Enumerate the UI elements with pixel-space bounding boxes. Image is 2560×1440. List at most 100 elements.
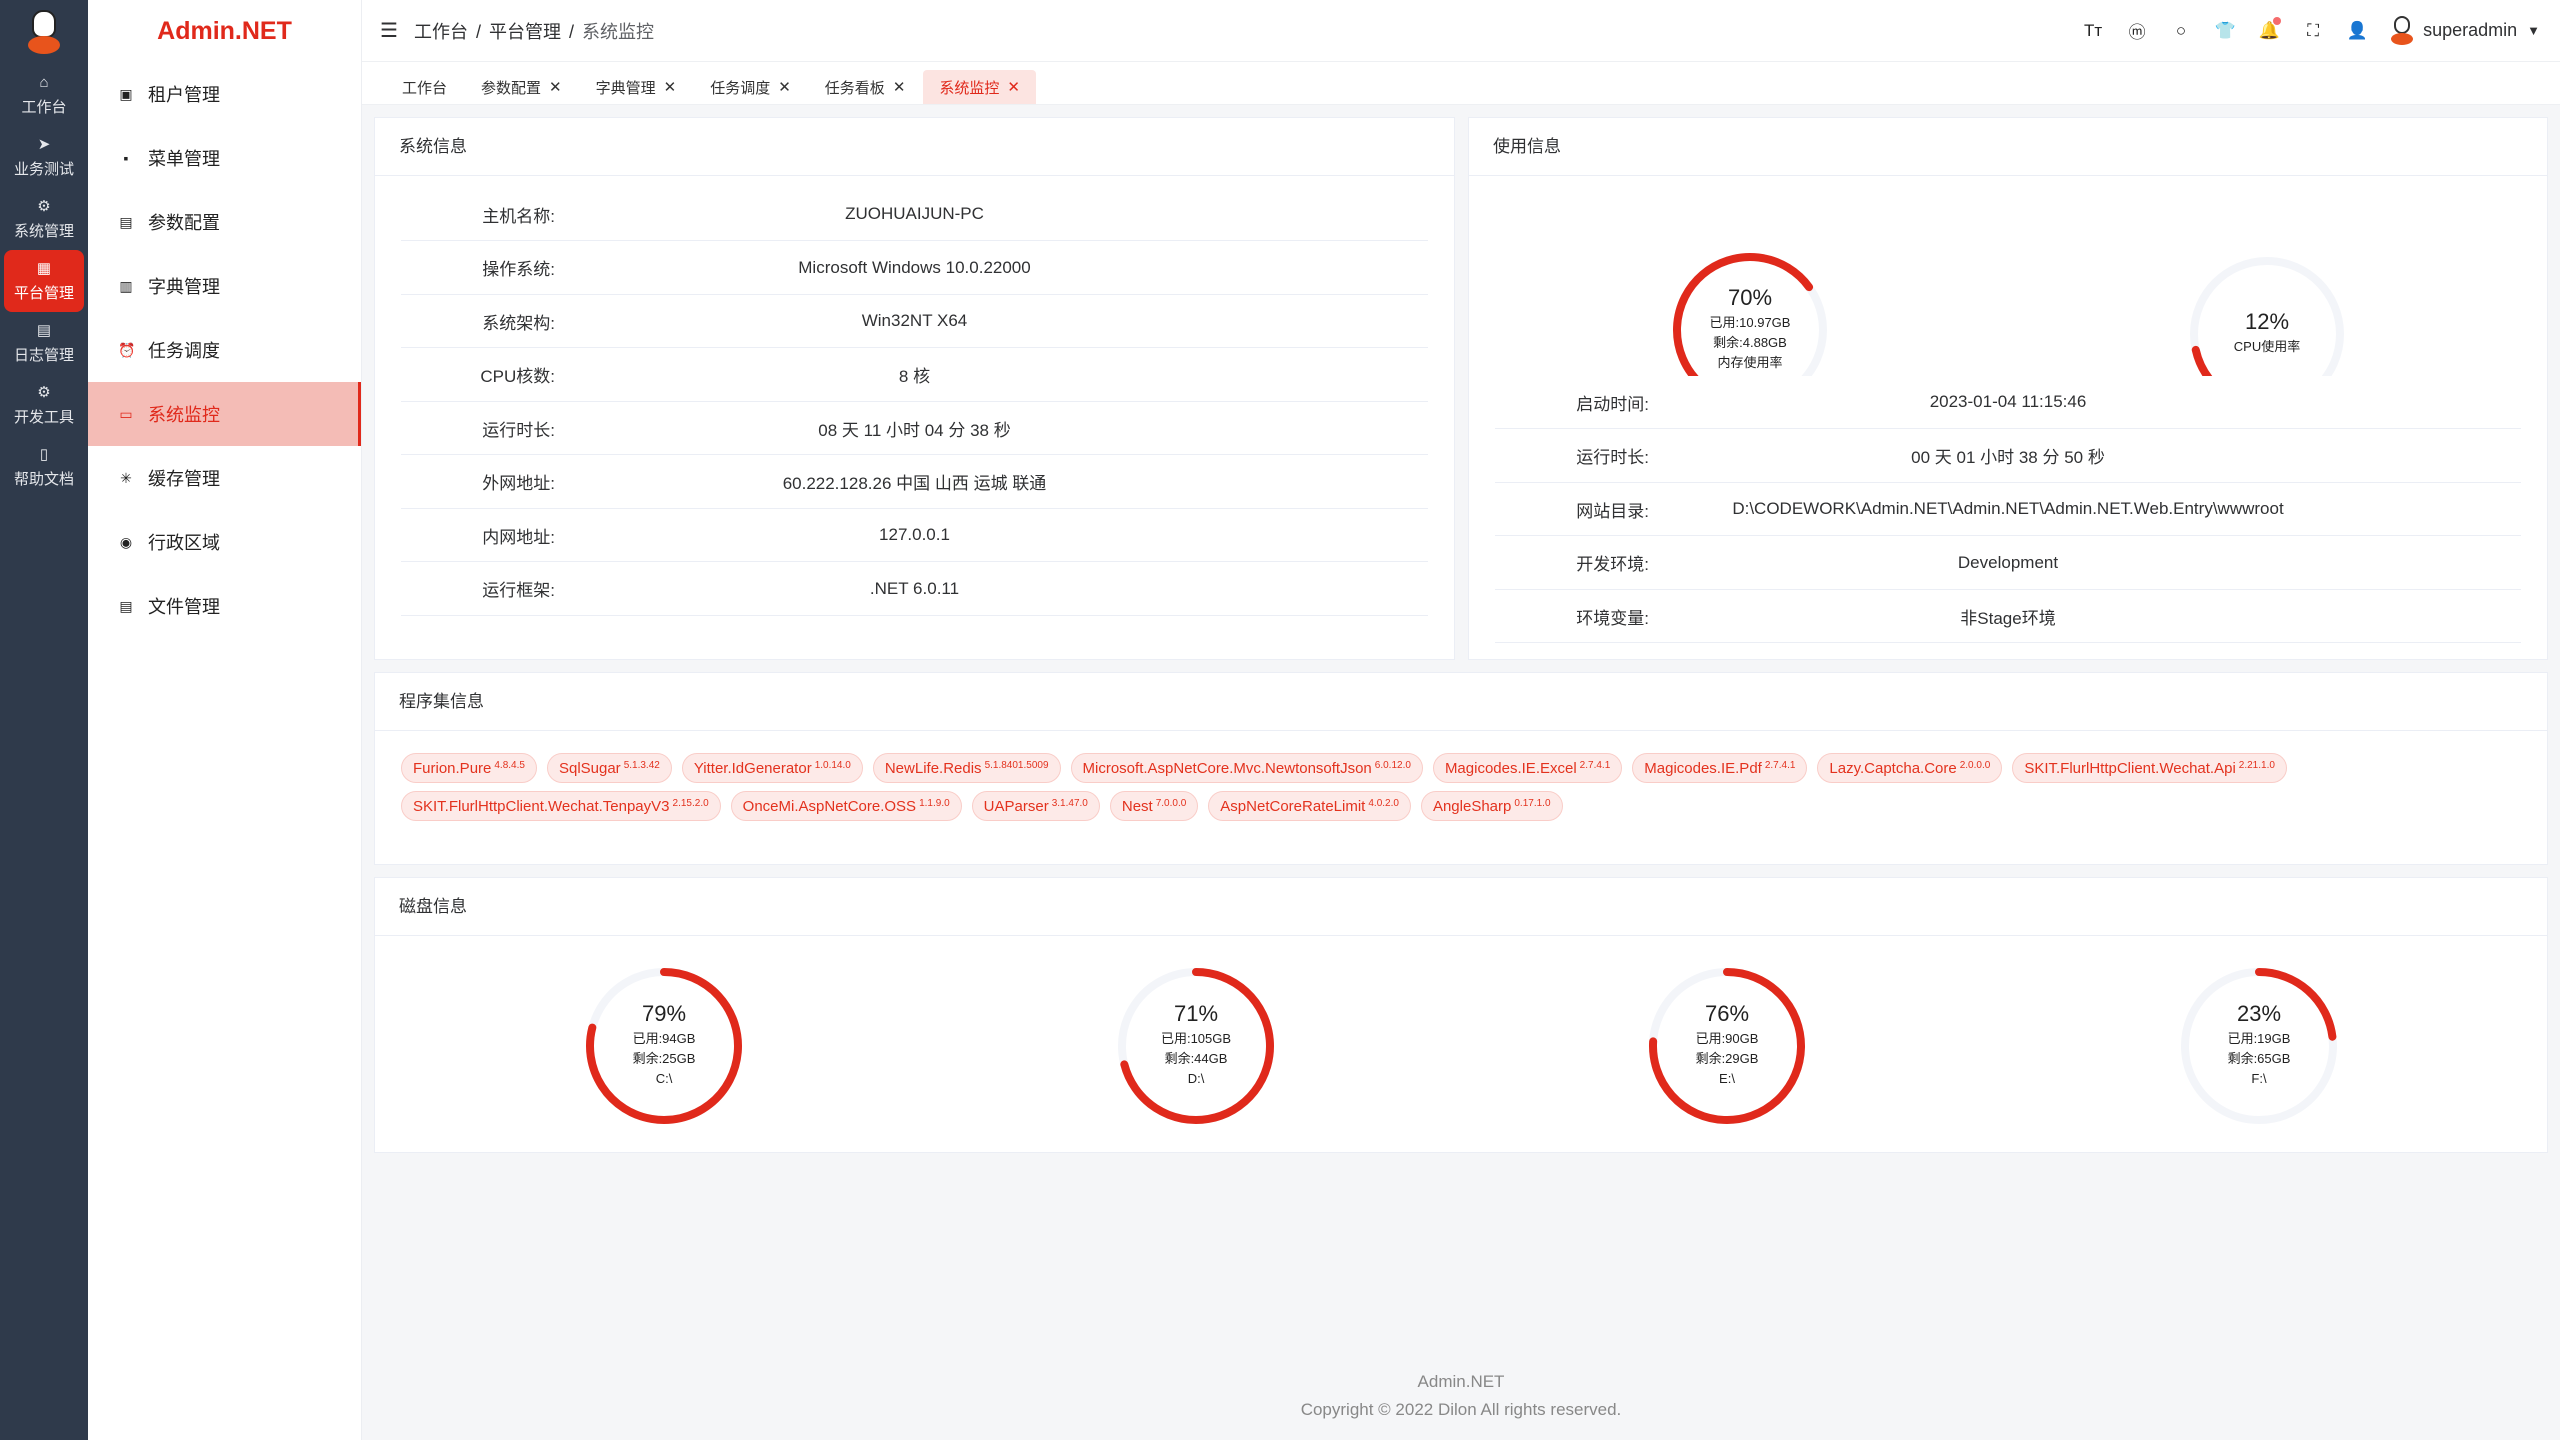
submenu-item-7[interactable]: ◉ 行政区域 (88, 510, 361, 574)
info-value: Win32NT X64 (861, 311, 968, 330)
rail-item-6[interactable]: ▯ 帮助文档 (4, 436, 84, 498)
language-icon[interactable]: ⓜ (2128, 23, 2146, 42)
assembly-name: SKIT.FlurlHttpClient.Wechat.TenpayV3 (413, 797, 670, 815)
gauge-label: 已用:94GB (633, 1031, 696, 1046)
tab-5[interactable]: 系统监控 ✕ (923, 70, 1036, 104)
assembly-version: 1.0.14.0 (814, 759, 851, 771)
gauge-percent: 71% (1174, 1001, 1218, 1026)
submenu-item-4[interactable]: ⏰ 任务调度 (88, 318, 361, 382)
fullscreen-icon[interactable]: ⛶ (2307, 20, 2320, 40)
tab-3[interactable]: 任务调度 ✕ (694, 70, 807, 104)
card-title: 使用信息 (1469, 118, 2547, 176)
info-label: 运行时长: (482, 420, 555, 440)
submenu-item-label: 租户管理 (148, 85, 220, 105)
rail-item-5[interactable]: ⚙ 开发工具 (4, 374, 84, 436)
config-icon: ▤ (119, 213, 133, 230)
info-value: 00 天 01 小时 38 分 50 秒 (1911, 448, 2105, 467)
assembly-name: UAParser (983, 797, 1049, 815)
card-title: 磁盘信息 (375, 878, 2547, 936)
gauge-label: D:\ (1188, 1071, 1205, 1086)
gauge-percent: 23% (2237, 1001, 2281, 1026)
submenu-item-6[interactable]: ✳ 缓存管理 (88, 446, 361, 510)
tab-label: 工作台 (402, 79, 448, 97)
hamburger-icon[interactable]: ☰ (380, 20, 398, 42)
info-row: 运行时长: 08 天 11 小时 04 分 38 秒 (401, 402, 1428, 455)
info-value: 60.222.128.26 中国 山西 运城 联通 (782, 474, 1047, 493)
info-label: 运行框架: (482, 581, 555, 600)
info-value: Development (1957, 552, 2059, 572)
logo (24, 10, 64, 56)
assembly-tag: Lazy.Captcha.Core 2.0.0.0 (1817, 753, 2003, 783)
rail-item-label: 工作台 (21, 98, 67, 116)
font-size-icon[interactable]: Tт (2083, 20, 2103, 40)
rail-item-3[interactable]: ▦ 平台管理 (4, 250, 84, 312)
gauge-label: E:\ (1719, 1071, 1735, 1086)
rail-item-4[interactable]: ▤ 日志管理 (4, 312, 84, 374)
search-icon[interactable]: ○ (2175, 20, 2187, 40)
username: superadmin (2423, 20, 2518, 40)
tab-4[interactable]: 任务看板 ✕ (809, 70, 922, 104)
breadcrumb-separator: / (569, 21, 575, 42)
info-row: 系统架构: Win32NT X64 (401, 295, 1428, 348)
info-row: 运行框架: .NET 6.0.11 (401, 563, 1428, 616)
info-row: 主机名称: ZUOHUAIJUN-PC (401, 188, 1428, 241)
rail-item-1[interactable]: ➤ 业务测试 (4, 126, 84, 188)
info-row: 运行时长: 00 天 01 小时 38 分 50 秒 (1495, 430, 2521, 483)
submenu-item-1[interactable]: ▪ 菜单管理 (88, 126, 361, 190)
bell-icon[interactable]: 🔔 (2247, 16, 2291, 41)
assembly-tag: Microsoft.AspNetCore.Mvc.NewtonsoftJson 6… (1070, 753, 1423, 783)
assembly-version: 5.1.3.42 (623, 759, 660, 771)
breadcrumb-item[interactable]: 平台管理 (489, 21, 562, 42)
assembly-version: 2.0.0.0 (1959, 759, 1991, 771)
rail-item-2[interactable]: ⚙ 系统管理 (4, 188, 84, 250)
assembly-tag: Furion.Pure 4.8.4.5 (401, 753, 537, 783)
memory-gauge-progress (1673, 253, 1814, 376)
assembly-tag: Nest 7.0.0.0 (1109, 791, 1199, 821)
card-title: 系统信息 (375, 118, 1454, 176)
assembly-version: 5.1.8401.5009 (984, 759, 1049, 771)
assembly-version: 2.7.4.1 (1579, 759, 1611, 771)
user-menu[interactable]: superadmin ▼ (2389, 15, 2540, 46)
info-label: 系统架构: (482, 313, 555, 333)
assembly-tag: OnceMi.AspNetCore.OSS 1.1.9.0 (730, 791, 962, 821)
info-row: 内网地址: 127.0.0.1 (401, 509, 1428, 562)
tab-0[interactable]: 工作台 (386, 70, 463, 104)
tab-1[interactable]: 参数配置 ✕ (465, 70, 578, 104)
info-row: 网站目录: D:\CODEWORK\Admin.NET\Admin.NET\Adm… (1495, 483, 2521, 536)
gauge-percent: 76% (1705, 1001, 1749, 1026)
close-icon[interactable]: ✕ (663, 79, 677, 96)
dictionary-icon: ▥ (119, 277, 133, 294)
assembly-version: 2.15.2.0 (672, 797, 709, 809)
assembly-tag: Yitter.IdGenerator 1.0.14.0 (681, 753, 863, 783)
user-icon[interactable]: 👤 (2346, 20, 2368, 40)
submenu-item-3[interactable]: ▥ 字典管理 (88, 254, 361, 318)
info-row: 操作系统: Microsoft Windows 10.0.22000 (401, 242, 1428, 295)
info-label: 网站目录: (1576, 501, 1649, 521)
info-row: 启动时间: 2023-01-04 11:15:46 (1495, 376, 2521, 429)
gauge-label: 剩余:44GB (1165, 1051, 1228, 1066)
assembly-version: 7.0.0.0 (1155, 797, 1187, 809)
info-value: 2023-01-04 11:15:46 (1929, 392, 2087, 411)
close-icon[interactable]: ✕ (549, 79, 562, 96)
tab-2[interactable]: 字典管理 ✕ (580, 70, 693, 104)
header: ☰ 工作台 / 平台管理 / 系统监控 Tт ⓜ ○ 👕 🔔 ⛶ 👤 superadmin ▼ (362, 0, 2560, 62)
theme-shirt-icon[interactable]: 👕 (2214, 20, 2236, 40)
breadcrumb-item[interactable]: 工作台 (414, 21, 468, 42)
assembly-version: 6.0.12.0 (1374, 759, 1411, 771)
cpu-gauge-track (2190, 257, 2344, 376)
submenu-item-2[interactable]: ▤ 参数配置 (88, 190, 361, 254)
gauge-label: 已用:105GB (1161, 1031, 1231, 1046)
gauge-label: F:\ (2251, 1071, 2267, 1086)
submenu-item-8[interactable]: ▤ 文件管理 (88, 574, 361, 638)
close-icon[interactable]: ✕ (778, 79, 791, 96)
notification-badge (2273, 16, 2282, 25)
submenu-item-0[interactable]: ▣ 租户管理 (88, 62, 361, 126)
footer: Admin.NET Copyright © 2022 Dilon All rig… (362, 1368, 2560, 1424)
submenu-item-5[interactable]: ▭ 系统监控 (88, 382, 361, 446)
rail-item-label: 业务测试 (13, 160, 74, 178)
copyright: Copyright © 2022 Dilon All rights reserv… (1300, 1400, 1622, 1419)
tab-label: 字典管理 (595, 79, 656, 97)
close-icon[interactable]: ✕ (1007, 79, 1020, 96)
close-icon[interactable]: ✕ (892, 79, 906, 96)
rail-item-0[interactable]: ⌂ 工作台 (4, 64, 84, 126)
